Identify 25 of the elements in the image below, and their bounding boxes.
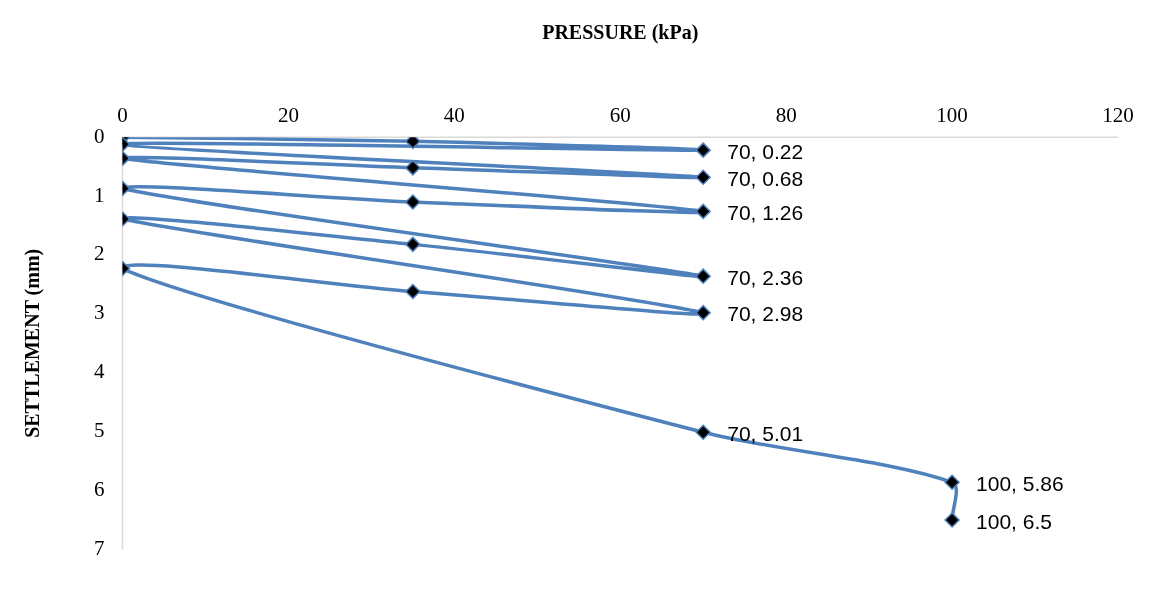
x-tick-label: 40 (443, 103, 465, 128)
y-tick-label: 5 (94, 418, 105, 443)
y-tick-label: 7 (94, 535, 105, 560)
data-label: 100, 6.5 (976, 509, 1052, 533)
data-label: 70, 1.26 (727, 201, 804, 225)
y-tick-label: 2 (94, 241, 105, 266)
data-label: 100, 5.86 (976, 472, 1064, 496)
x-tick-label: 0 (117, 103, 128, 128)
y-tick-label: 4 (94, 359, 105, 384)
y-tick-label: 3 (94, 300, 105, 325)
y-tick-label: 1 (94, 182, 105, 207)
data-label: 70, 2.36 (727, 265, 804, 289)
data-label: 70, 2.98 (727, 302, 804, 326)
x-tick-label: 20 (277, 103, 299, 128)
data-label: 70, 0.68 (727, 167, 804, 191)
x-tick-label: 60 (609, 103, 631, 128)
data-label: 70, 0.22 (727, 139, 804, 163)
data-label: 70, 5.01 (727, 422, 804, 446)
y-tick-label: 6 (94, 477, 105, 502)
y-tick-label: 0 (94, 123, 105, 148)
x-tick-label: 80 (775, 103, 797, 128)
y-axis-title: SETTLEMENT (mm) (21, 248, 45, 438)
x-axis-title: PRESSURE (kPa) (542, 21, 699, 45)
x-tick-label: 120 (1102, 103, 1134, 128)
x-tick-label: 100 (936, 103, 968, 128)
